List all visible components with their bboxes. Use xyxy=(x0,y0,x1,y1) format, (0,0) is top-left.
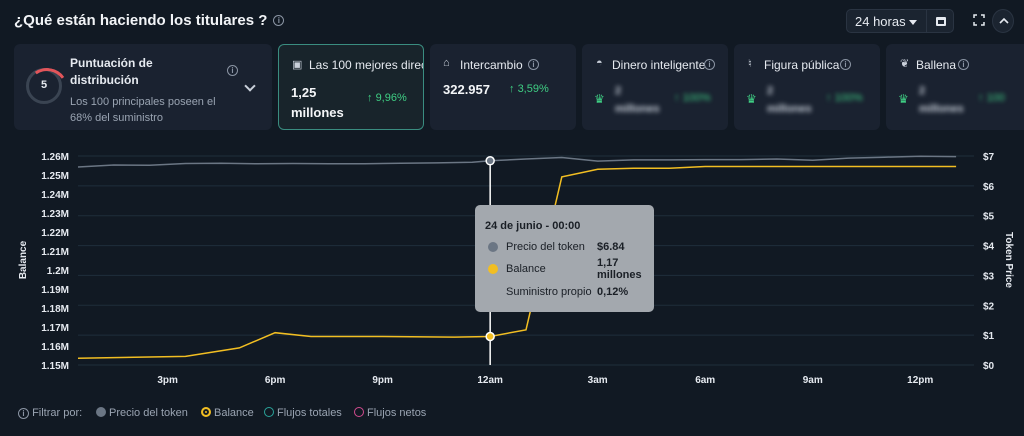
y-right-tick-label: $1 xyxy=(983,331,995,342)
y-left-tick-label: 1.25M xyxy=(41,171,69,182)
y-left-tick-label: 1.22M xyxy=(41,228,69,239)
legend-item-balance[interactable]: Balance xyxy=(201,407,254,419)
card-change: ↑ 9,96% xyxy=(367,92,407,104)
y-left-tick-label: 1.15M xyxy=(41,361,69,372)
whale-card[interactable]: ❦ Ballena i ♛ 2 millones ↑ 100 xyxy=(886,44,1024,130)
tooltip-price-dot xyxy=(488,242,498,252)
y-left-tick-label: 1.24M xyxy=(41,190,69,201)
exchange-card[interactable]: ⌂ Intercambio i 322.957 ↑ 3,59% xyxy=(430,44,576,130)
y-right-tick-label: $7 xyxy=(983,152,995,163)
info-icon[interactable]: i xyxy=(704,59,715,70)
legend-item-net-flows[interactable]: Flujos netos xyxy=(354,407,426,419)
card-change: ↑ 100 xyxy=(978,92,1005,104)
wallet-icon: ▣ xyxy=(292,59,303,71)
y-axis-left-label: Balance xyxy=(18,240,29,279)
whale-icon: ❦ xyxy=(900,58,910,70)
tooltip-label: Precio del token xyxy=(506,241,585,253)
card-value: 2 millones xyxy=(767,85,812,115)
x-tick-label: 12am xyxy=(477,375,503,386)
chevron-down-icon[interactable] xyxy=(244,80,256,92)
x-tick-label: 9am xyxy=(803,375,823,386)
card-value: 322.957 xyxy=(443,82,490,97)
legend-filter-label: i Filtrar por: xyxy=(18,407,82,419)
smart-money-card[interactable]: ◓ Dinero inteligente i ♛ 2 millones ↑ 10… xyxy=(582,44,728,130)
y-left-tick-label: 1.26M xyxy=(41,152,69,163)
info-icon[interactable]: i xyxy=(958,59,969,70)
tooltip-label: Balance xyxy=(506,263,546,275)
smart-money-icon: ◓ xyxy=(596,57,603,69)
x-tick-label: 3pm xyxy=(157,375,178,386)
chart-tooltip: 24 de junio - 00:00 Precio del token $6.… xyxy=(475,205,654,312)
caret-down-icon xyxy=(909,20,917,25)
y-right-tick-label: $6 xyxy=(983,182,995,193)
tooltip-value: 0,12% xyxy=(597,286,629,298)
crown-icon: ♛ xyxy=(594,92,605,106)
public-figure-card[interactable]: ♮ Figura pública i ♛ 2 millones ↑ 100% xyxy=(734,44,880,130)
megaphone-icon: ♮ xyxy=(748,58,752,70)
tooltip-value: 1,17 millones xyxy=(597,257,642,281)
card-value: 2 millones xyxy=(615,85,660,115)
y-left-tick-label: 1.17M xyxy=(41,323,69,334)
x-tick-label: 6am xyxy=(695,375,715,386)
y-axis-right-label: Token Price xyxy=(1003,232,1014,288)
legend-item-price[interactable]: Precio del token xyxy=(96,407,188,419)
legend-item-total-flows[interactable]: Flujos totales xyxy=(264,407,342,419)
card-change: ↑ 3,59% xyxy=(509,83,549,95)
info-icon[interactable]: i xyxy=(528,59,539,70)
card-title: Dinero inteligente xyxy=(612,58,706,72)
x-tick-label: 3am xyxy=(588,375,608,386)
card-title: Puntuación de distribución xyxy=(70,56,153,87)
period-selector[interactable]: 24 horas xyxy=(846,9,954,33)
holders-chart[interactable]: 1.26M 1.25M 1.24M 1.23M 1.22M 1.21M 1.2M 1.19M 1… xyxy=(0,140,1024,390)
info-icon[interactable]: i xyxy=(18,407,29,419)
tooltip-value: $6.84 xyxy=(597,241,625,253)
fullscreen-icon xyxy=(973,14,985,26)
x-tick-label: 12pm xyxy=(907,375,933,386)
info-icon[interactable]: i xyxy=(273,14,285,26)
y-left-tick-label: 1.19M xyxy=(41,285,69,296)
card-change: ↑ 100% xyxy=(826,92,863,104)
y-right-tick-label: $2 xyxy=(983,301,995,312)
x-tick-label: 9pm xyxy=(372,375,393,386)
card-title: Intercambio xyxy=(460,58,523,72)
y-right-tick-label: $5 xyxy=(983,212,995,223)
hover-point-price xyxy=(485,156,495,166)
y-left-tick-label: 1.2M xyxy=(47,266,69,277)
series-line-balance xyxy=(77,165,957,360)
section-title: ¿Qué están haciendo los titulares ? i xyxy=(14,12,285,29)
collapse-button[interactable] xyxy=(992,9,1014,33)
y-left-tick-label: 1.18M xyxy=(41,304,69,315)
card-title: Ballena xyxy=(916,58,957,72)
tooltip-label: Suministro propio xyxy=(506,286,592,298)
x-tick-label: 6pm xyxy=(265,375,286,386)
tooltip-title: 24 de junio - 00:00 xyxy=(485,220,581,232)
card-value: 1,25 millones xyxy=(291,85,344,120)
calendar-icon[interactable] xyxy=(936,17,946,26)
info-icon[interactable]: i xyxy=(227,65,238,76)
hover-point-balance xyxy=(485,331,495,342)
y-right-tick-label: $3 xyxy=(983,271,995,282)
crown-icon: ♛ xyxy=(746,92,757,106)
y-right-tick-label: $0 xyxy=(983,361,995,372)
top100-card[interactable]: ▣ Las 100 mejores direcc 1,25 millones ↑… xyxy=(278,44,424,130)
distribution-score-card[interactable]: 5 Puntuación de distribución i Los 100 p… xyxy=(14,44,272,130)
bank-icon: ⌂ xyxy=(443,57,450,69)
score-ring: 5 xyxy=(26,68,62,104)
card-description: Los 100 principales poseen el 68% del su… xyxy=(70,96,216,124)
fullscreen-button[interactable] xyxy=(968,9,990,33)
y-right-tick-label: $4 xyxy=(983,242,995,253)
card-title: Las 100 mejores direcc xyxy=(309,58,424,72)
card-value: 2 millones xyxy=(919,85,964,115)
y-left-tick-label: 1.16M xyxy=(41,342,69,353)
crown-icon: ♛ xyxy=(898,92,909,106)
y-left-tick-label: 1.23M xyxy=(41,209,69,220)
card-title: Figura pública xyxy=(764,58,840,72)
series-line-price xyxy=(77,155,957,168)
period-label: 24 horas xyxy=(855,14,906,29)
info-icon[interactable]: i xyxy=(840,59,851,70)
card-change: ↑ 100% xyxy=(674,92,711,104)
tooltip-balance-dot xyxy=(488,264,498,274)
y-left-tick-label: 1.21M xyxy=(41,247,69,258)
chevron-up-icon xyxy=(999,17,1009,24)
